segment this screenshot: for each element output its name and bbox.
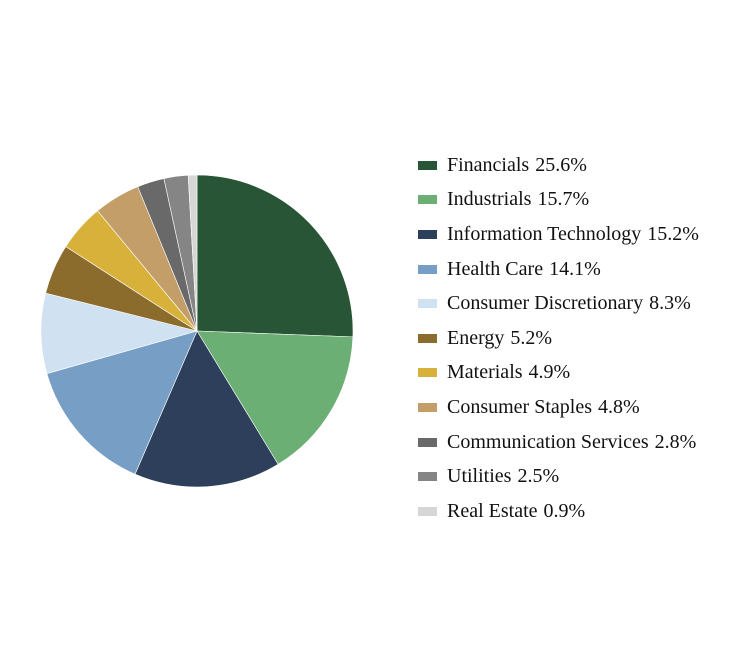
legend-label: Utilities 2.5% xyxy=(447,465,559,488)
legend-value: 4.9% xyxy=(528,361,571,384)
legend-label: Communication Services 2.8% xyxy=(447,431,696,454)
legend-category: Industrials xyxy=(447,188,532,211)
legend-swatch xyxy=(418,299,437,309)
legend-value: 2.5% xyxy=(517,465,560,488)
legend-category: Communication Services xyxy=(447,430,649,453)
legend-swatch xyxy=(418,437,437,447)
legend-label: Information Technology 15.2% xyxy=(447,223,699,246)
legend-value: 2.8% xyxy=(654,430,697,453)
legend-label: Materials 4.9% xyxy=(447,361,570,384)
legend-swatch xyxy=(418,195,437,205)
legend-label: Consumer Discretionary 8.3% xyxy=(447,292,691,315)
chart-legend: Financials 25.6% Industrials 15.7% Informati… xyxy=(418,148,748,529)
legend-category: Consumer Staples xyxy=(447,395,592,418)
pie-slice-financials xyxy=(196,174,354,338)
legend-swatch xyxy=(418,506,437,516)
legend-swatch xyxy=(418,472,437,482)
legend-value: 25.6% xyxy=(535,153,587,176)
legend-category: Information Technology xyxy=(447,222,642,245)
legend-value: 15.7% xyxy=(537,188,590,211)
legend-item: Real Estate 0.9% xyxy=(418,494,748,529)
legend-category: Financials xyxy=(447,153,530,176)
legend-swatch xyxy=(418,264,437,274)
legend-value: 14.1% xyxy=(549,257,601,280)
legend-item: Communication Services 2.8% xyxy=(418,425,748,460)
legend-item: Consumer Discretionary 8.3% xyxy=(418,286,748,321)
legend-label: Financials 25.6% xyxy=(447,154,587,177)
legend-label: Health Care 14.1% xyxy=(447,258,601,281)
legend-swatch xyxy=(418,229,437,239)
legend-value: 0.9% xyxy=(543,499,586,522)
legend-value: 5.2% xyxy=(510,326,553,349)
pie-slice-health-care xyxy=(46,330,198,475)
legend-value: 4.8% xyxy=(598,395,640,418)
legend-item: Consumer Staples 4.8% xyxy=(418,390,748,425)
pie-slices xyxy=(40,174,354,488)
pie-slice-information-technology xyxy=(134,330,279,488)
legend-label: Consumer Staples 4.8% xyxy=(447,396,640,419)
legend-category: Consumer Discretionary xyxy=(447,292,644,315)
legend-swatch xyxy=(418,402,437,412)
legend-value: 8.3% xyxy=(649,292,691,315)
legend-swatch xyxy=(418,368,437,378)
legend-label: Industrials 15.7% xyxy=(447,188,589,211)
legend-label: Real Estate 0.9% xyxy=(447,500,585,523)
legend-item: Health Care 14.1% xyxy=(418,252,748,287)
legend-category: Real Estate xyxy=(447,499,538,522)
legend-category: Utilities xyxy=(447,465,512,488)
legend-category: Materials xyxy=(447,361,523,384)
legend-value: 15.2% xyxy=(647,222,699,245)
legend-item: Financials 25.6% xyxy=(418,148,748,183)
legend-item: Energy 5.2% xyxy=(418,321,748,356)
legend-category: Energy xyxy=(447,326,505,349)
pie-slice-real-estate xyxy=(187,174,198,332)
legend-item: Utilities 2.5% xyxy=(418,459,748,494)
legend-item: Industrials 15.7% xyxy=(418,183,748,218)
legend-swatch xyxy=(418,333,437,343)
pie-slice-industrials xyxy=(196,330,354,465)
legend-category: Health Care xyxy=(447,257,544,280)
legend-item: Materials 4.9% xyxy=(418,356,748,391)
legend-item: Information Technology 15.2% xyxy=(418,217,748,252)
legend-label: Energy 5.2% xyxy=(447,327,552,350)
legend-swatch xyxy=(418,160,437,170)
